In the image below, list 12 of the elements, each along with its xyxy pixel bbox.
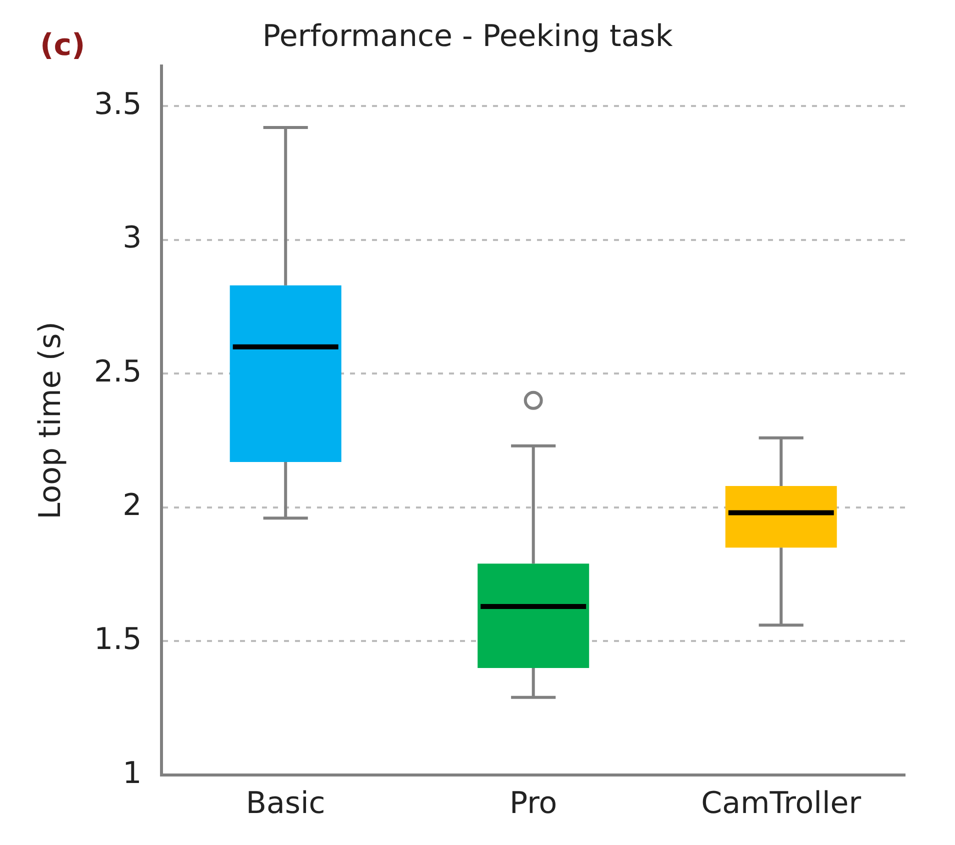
text: (c) [40,28,86,63]
y-tick-label: 3 [122,220,142,256]
y-tick-label: 3.5 [94,86,142,122]
y-tick-label: 2.5 [94,354,142,390]
x-tick-label: Pro [510,786,558,821]
y-tick-label: 1 [122,756,142,791]
y-tick-label: 1.5 [94,622,142,658]
y-axis-title: Loop time (s) [32,322,68,520]
x-tick-label: CamTroller [701,786,862,821]
chart-title: Performance - Peeking task [262,18,674,54]
x-tick-label: Basic [246,786,326,821]
y-tick-label: 2 [122,488,142,524]
